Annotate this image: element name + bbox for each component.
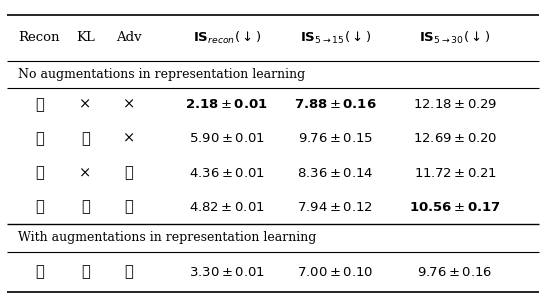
Text: KL: KL (76, 31, 95, 44)
Text: ✓: ✓ (124, 166, 133, 180)
Text: ✓: ✓ (35, 265, 44, 279)
Text: $\mathbf{10.56} \pm \mathbf{0.17}$: $\mathbf{10.56} \pm \mathbf{0.17}$ (409, 201, 501, 214)
Text: ✓: ✓ (124, 265, 133, 279)
Text: $7.00 \pm 0.10$: $7.00 \pm 0.10$ (298, 266, 373, 278)
Text: ×: × (80, 166, 92, 180)
Text: Adv: Adv (116, 31, 142, 44)
Text: ✓: ✓ (35, 132, 44, 146)
Text: $4.82 \pm 0.01$: $4.82 \pm 0.01$ (189, 201, 265, 214)
Text: $\mathbf{2.18} \pm \mathbf{0.01}$: $\mathbf{2.18} \pm \mathbf{0.01}$ (186, 98, 268, 111)
Text: $\mathbf{7.88} \pm \mathbf{0.16}$: $\mathbf{7.88} \pm \mathbf{0.16}$ (294, 98, 377, 111)
Text: No augmentations in representation learning: No augmentations in representation learn… (17, 68, 305, 81)
Text: $9.76 \pm 0.15$: $9.76 \pm 0.15$ (298, 132, 373, 145)
Text: $3.30 \pm 0.01$: $3.30 \pm 0.01$ (189, 266, 265, 278)
Text: $11.72 \pm 0.21$: $11.72 \pm 0.21$ (414, 166, 496, 180)
Text: $8.36 \pm 0.14$: $8.36 \pm 0.14$ (297, 166, 373, 180)
Text: Recon: Recon (19, 31, 60, 44)
Text: $4.36 \pm 0.01$: $4.36 \pm 0.01$ (189, 166, 265, 180)
Text: ×: × (123, 132, 135, 146)
Text: $\mathbf{IS}_{5\rightarrow30}(\downarrow)$: $\mathbf{IS}_{5\rightarrow30}(\downarrow… (419, 30, 491, 46)
Text: $9.76 \pm 0.16$: $9.76 \pm 0.16$ (417, 266, 492, 278)
Text: $5.90 \pm 0.01$: $5.90 \pm 0.01$ (189, 132, 265, 145)
Text: ✓: ✓ (35, 200, 44, 214)
Text: $\mathbf{IS}_{recon}(\downarrow)$: $\mathbf{IS}_{recon}(\downarrow)$ (193, 30, 261, 46)
Text: ✓: ✓ (81, 265, 90, 279)
Text: $\mathbf{IS}_{5\rightarrow15}(\downarrow)$: $\mathbf{IS}_{5\rightarrow15}(\downarrow… (300, 30, 371, 46)
Text: ✓: ✓ (81, 132, 90, 146)
Text: ✓: ✓ (35, 98, 44, 112)
Text: ×: × (80, 98, 92, 112)
Text: $12.18 \pm 0.29$: $12.18 \pm 0.29$ (413, 98, 497, 111)
Text: $12.69 \pm 0.20$: $12.69 \pm 0.20$ (413, 132, 497, 145)
Text: With augmentations in representation learning: With augmentations in representation lea… (17, 231, 316, 244)
Text: ✓: ✓ (124, 200, 133, 214)
Text: $7.94 \pm 0.12$: $7.94 \pm 0.12$ (298, 201, 373, 214)
Text: ×: × (123, 98, 135, 112)
Text: ✓: ✓ (81, 200, 90, 214)
Text: ✓: ✓ (35, 166, 44, 180)
